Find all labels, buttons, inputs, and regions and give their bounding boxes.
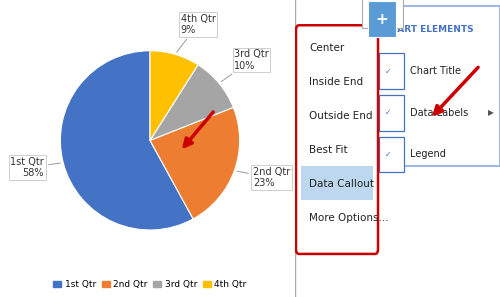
- Legend: 1st Qtr, 2nd Qtr, 3rd Qtr, 4th Qtr: 1st Qtr, 2nd Qtr, 3rd Qtr, 4th Qtr: [50, 277, 250, 293]
- Text: Inside End: Inside End: [310, 77, 364, 87]
- Text: CHART ELEMENTS: CHART ELEMENTS: [383, 25, 474, 34]
- Text: +: +: [376, 12, 388, 27]
- FancyBboxPatch shape: [362, 0, 403, 28]
- Text: Chart Title: Chart Title: [410, 66, 461, 76]
- Text: Center: Center: [310, 42, 344, 53]
- Text: ≡: ≡: [378, 4, 387, 14]
- Text: Legend: Legend: [410, 149, 446, 159]
- Wedge shape: [60, 51, 193, 230]
- Text: Outside End: Outside End: [310, 111, 373, 121]
- FancyBboxPatch shape: [379, 53, 404, 89]
- FancyBboxPatch shape: [301, 166, 373, 200]
- FancyBboxPatch shape: [296, 25, 378, 254]
- Text: ✓: ✓: [385, 67, 392, 76]
- FancyBboxPatch shape: [368, 1, 396, 37]
- FancyBboxPatch shape: [379, 137, 404, 172]
- Text: 1st Qtr
58%: 1st Qtr 58%: [10, 157, 60, 178]
- Text: More Options...: More Options...: [310, 213, 389, 223]
- FancyBboxPatch shape: [379, 95, 404, 131]
- Text: ✓: ✓: [385, 108, 392, 117]
- Text: ✓: ✓: [385, 150, 392, 159]
- Text: 3rd Qtr
10%: 3rd Qtr 10%: [222, 49, 269, 82]
- Text: ▶: ▶: [488, 108, 494, 117]
- Text: Best Fit: Best Fit: [310, 145, 348, 155]
- Text: 2nd Qtr
23%: 2nd Qtr 23%: [237, 167, 290, 188]
- Title: Sales: Sales: [128, 0, 172, 1]
- FancyBboxPatch shape: [373, 6, 500, 166]
- Wedge shape: [150, 65, 234, 140]
- Text: Data Labels: Data Labels: [410, 108, 468, 118]
- Text: Data Callout: Data Callout: [310, 179, 374, 189]
- Wedge shape: [150, 108, 240, 219]
- Text: 4th Qtr
9%: 4th Qtr 9%: [176, 14, 216, 52]
- Wedge shape: [150, 51, 198, 140]
